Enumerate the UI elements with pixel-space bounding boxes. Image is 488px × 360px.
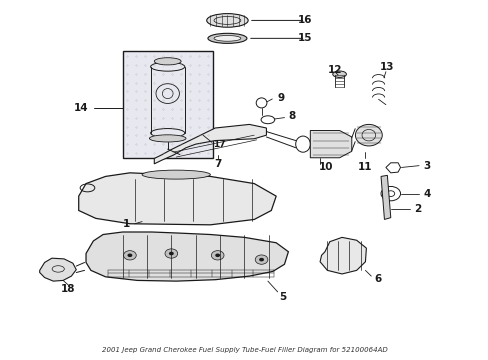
Text: 7: 7 bbox=[214, 159, 221, 169]
Circle shape bbox=[211, 251, 224, 260]
Text: 14: 14 bbox=[74, 103, 88, 113]
Text: 11: 11 bbox=[357, 162, 372, 172]
Circle shape bbox=[164, 249, 177, 258]
Bar bbox=[122, 51, 212, 158]
Text: 17: 17 bbox=[212, 140, 225, 149]
Text: 18: 18 bbox=[61, 284, 75, 294]
Polygon shape bbox=[154, 125, 266, 164]
Circle shape bbox=[168, 252, 173, 255]
Circle shape bbox=[127, 253, 132, 257]
Ellipse shape bbox=[206, 14, 247, 27]
Circle shape bbox=[215, 253, 220, 257]
Circle shape bbox=[123, 251, 136, 260]
Ellipse shape bbox=[214, 36, 241, 41]
Ellipse shape bbox=[149, 135, 185, 142]
Circle shape bbox=[259, 258, 264, 261]
Ellipse shape bbox=[142, 170, 210, 179]
Text: 5: 5 bbox=[278, 292, 285, 302]
Ellipse shape bbox=[355, 125, 382, 146]
Polygon shape bbox=[380, 175, 390, 220]
Ellipse shape bbox=[154, 58, 181, 65]
Text: 16: 16 bbox=[298, 15, 312, 26]
Text: 8: 8 bbox=[288, 111, 295, 121]
Text: 4: 4 bbox=[423, 189, 430, 199]
Text: 10: 10 bbox=[319, 162, 333, 172]
Text: 6: 6 bbox=[373, 274, 381, 284]
Text: 15: 15 bbox=[298, 33, 312, 43]
Polygon shape bbox=[40, 258, 76, 281]
Polygon shape bbox=[79, 173, 276, 225]
Ellipse shape bbox=[207, 33, 246, 43]
Text: 2001 Jeep Grand Cherokee Fuel Supply Tube-Fuel Filler Diagram for 52100064AD: 2001 Jeep Grand Cherokee Fuel Supply Tub… bbox=[102, 347, 386, 354]
Ellipse shape bbox=[332, 71, 346, 77]
Polygon shape bbox=[320, 237, 366, 274]
Text: 13: 13 bbox=[379, 62, 394, 72]
Text: 1: 1 bbox=[122, 219, 130, 229]
Circle shape bbox=[255, 255, 267, 264]
Text: 12: 12 bbox=[327, 64, 341, 75]
Text: 3: 3 bbox=[423, 161, 430, 171]
Polygon shape bbox=[310, 131, 351, 158]
Text: 9: 9 bbox=[277, 93, 284, 103]
Text: 2: 2 bbox=[413, 204, 420, 214]
Polygon shape bbox=[86, 232, 288, 281]
